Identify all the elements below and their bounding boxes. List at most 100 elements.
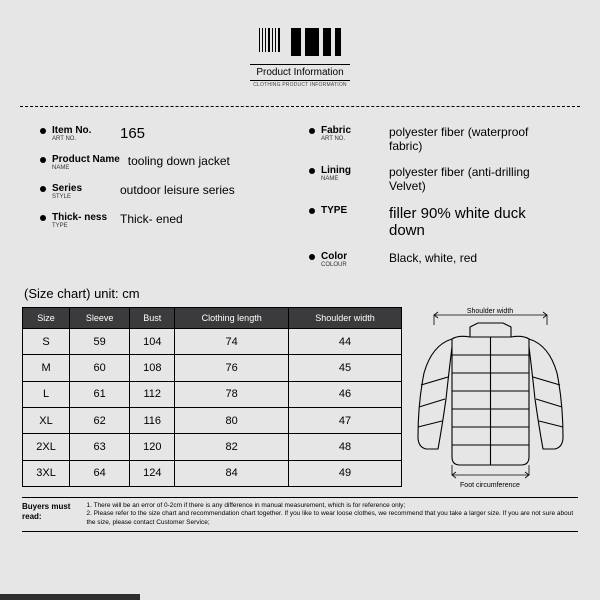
table-cell: 3XL bbox=[23, 460, 70, 486]
table-cell: 82 bbox=[175, 434, 289, 460]
spec-block: Item No.ART NO.165Product NameNAMEtoolin… bbox=[40, 125, 560, 280]
spec-label: Fabric bbox=[321, 125, 381, 136]
spec-item: Item No.ART NO. 165 bbox=[40, 125, 291, 142]
bullet-icon bbox=[309, 254, 315, 260]
spec-sublabel: TYPE bbox=[52, 223, 112, 229]
table-cell: 60 bbox=[70, 355, 130, 381]
spec-value: Thick- ened bbox=[120, 212, 183, 226]
spec-sublabel: NAME bbox=[52, 165, 120, 171]
product-info-subtitle: CLOTHING PRODUCT INFORMATION bbox=[0, 82, 600, 88]
spec-label: Series bbox=[52, 183, 112, 194]
spec-sublabel: NAME bbox=[321, 176, 381, 182]
table-cell: 63 bbox=[70, 434, 130, 460]
table-row: M601087645 bbox=[23, 355, 402, 381]
diagram-foot-label: Foot circumference bbox=[460, 482, 520, 489]
buyers-note-text: 1. There will be an error of 0-2cm if th… bbox=[86, 502, 578, 527]
spec-label: Thick- ness bbox=[52, 212, 112, 223]
size-table-header: Clothing length bbox=[175, 308, 289, 329]
spec-column-right: FabricART NO. polyester fiber (waterproof… bbox=[309, 125, 560, 280]
table-cell: L bbox=[23, 381, 70, 407]
spec-item: SeriesSTYLE outdoor leisure series bbox=[40, 183, 291, 200]
spec-item: FabricART NO. polyester fiber (waterproof… bbox=[309, 125, 560, 153]
spec-item: LiningNAME polyester fiber (anti-drilling… bbox=[309, 165, 560, 193]
table-cell: 76 bbox=[175, 355, 289, 381]
table-row: 3XL641248449 bbox=[23, 460, 402, 486]
spec-value: polyester fiber (anti-drilling Velvet) bbox=[389, 165, 560, 193]
table-cell: 104 bbox=[130, 329, 175, 355]
product-info-title: Product Information bbox=[250, 64, 349, 81]
table-cell: 59 bbox=[70, 329, 130, 355]
spec-sublabel: ART NO. bbox=[321, 136, 381, 142]
spec-sublabel: ART NO. bbox=[52, 136, 112, 142]
table-cell: 74 bbox=[175, 329, 289, 355]
spec-label: Product Name bbox=[52, 154, 120, 165]
spec-label: TYPE bbox=[321, 205, 381, 216]
bullet-icon bbox=[40, 128, 46, 134]
jacket-diagram: Shoulder width bbox=[408, 307, 573, 487]
table-cell: 47 bbox=[289, 407, 402, 433]
table-cell: XL bbox=[23, 407, 70, 433]
spec-value: filler 90% white duck down bbox=[389, 205, 560, 239]
bullet-icon bbox=[40, 186, 46, 192]
table-row: 2XL631208248 bbox=[23, 434, 402, 460]
spec-value: outdoor leisure series bbox=[120, 183, 235, 197]
buyers-note-line: 2. Please refer to the size chart and re… bbox=[86, 510, 578, 527]
spec-label: Lining bbox=[321, 165, 381, 176]
buyers-note: Buyers must read: 1. There will be an er… bbox=[22, 497, 578, 532]
bullet-icon bbox=[309, 168, 315, 174]
table-cell: M bbox=[23, 355, 70, 381]
divider bbox=[20, 106, 580, 107]
table-cell: 44 bbox=[289, 329, 402, 355]
table-cell: S bbox=[23, 329, 70, 355]
spec-value: polyester fiber (waterproof fabric) bbox=[389, 125, 560, 153]
spec-item: ColorCOLOUR Black, white, red bbox=[309, 251, 560, 268]
spec-value: tooling down jacket bbox=[128, 154, 230, 168]
table-row: XL621168047 bbox=[23, 407, 402, 433]
table-cell: 62 bbox=[70, 407, 130, 433]
table-cell: 45 bbox=[289, 355, 402, 381]
table-cell: 112 bbox=[130, 381, 175, 407]
table-cell: 124 bbox=[130, 460, 175, 486]
buyers-note-line: 1. There will be an error of 0-2cm if th… bbox=[86, 502, 578, 510]
table-row: L611127846 bbox=[23, 381, 402, 407]
spec-item: TYPE filler 90% white duck down bbox=[309, 205, 560, 239]
bullet-icon bbox=[40, 157, 46, 163]
table-cell: 61 bbox=[70, 381, 130, 407]
spec-column-left: Item No.ART NO. 165 Product NameNAME toolin… bbox=[40, 125, 291, 280]
size-chart-section: (Size chart) unit: cm SizeSleeveBustClot… bbox=[22, 286, 578, 487]
header: Product Information CLOTHING PRODUCT INF… bbox=[0, 0, 600, 88]
spec-sublabel: STYLE bbox=[52, 194, 112, 200]
spec-item: Product NameNAME tooling down jacket bbox=[40, 154, 291, 171]
table-cell: 120 bbox=[130, 434, 175, 460]
spec-value: 165 bbox=[120, 125, 145, 142]
bullet-icon bbox=[309, 208, 315, 214]
size-chart-title: (Size chart) unit: cm bbox=[24, 286, 578, 301]
table-cell: 49 bbox=[289, 460, 402, 486]
spec-value: Black, white, red bbox=[389, 251, 477, 265]
table-cell: 78 bbox=[175, 381, 289, 407]
bottom-dark-stub bbox=[0, 594, 140, 600]
spec-label: Item No. bbox=[52, 125, 112, 136]
table-cell: 80 bbox=[175, 407, 289, 433]
table-cell: 116 bbox=[130, 407, 175, 433]
table-cell: 48 bbox=[289, 434, 402, 460]
barcode-icon bbox=[0, 28, 600, 56]
diagram-shoulder-label: Shoulder width bbox=[467, 308, 513, 315]
bullet-icon bbox=[40, 215, 46, 221]
table-cell: 2XL bbox=[23, 434, 70, 460]
spec-label: Color bbox=[321, 251, 381, 262]
spec-sublabel: COLOUR bbox=[321, 262, 381, 268]
table-cell: 108 bbox=[130, 355, 175, 381]
table-cell: 84 bbox=[175, 460, 289, 486]
table-cell: 64 bbox=[70, 460, 130, 486]
size-table-header: Sleeve bbox=[70, 308, 130, 329]
table-row: S591047444 bbox=[23, 329, 402, 355]
size-table-header: Size bbox=[23, 308, 70, 329]
table-cell: 46 bbox=[289, 381, 402, 407]
bullet-icon bbox=[309, 128, 315, 134]
size-table-header: Shoulder width bbox=[289, 308, 402, 329]
size-table: SizeSleeveBustClothing lengthShoulder wi… bbox=[22, 307, 402, 487]
spec-item: Thick- nessTYPE Thick- ened bbox=[40, 212, 291, 229]
buyers-note-label: Buyers must read: bbox=[22, 502, 78, 527]
size-table-header: Bust bbox=[130, 308, 175, 329]
